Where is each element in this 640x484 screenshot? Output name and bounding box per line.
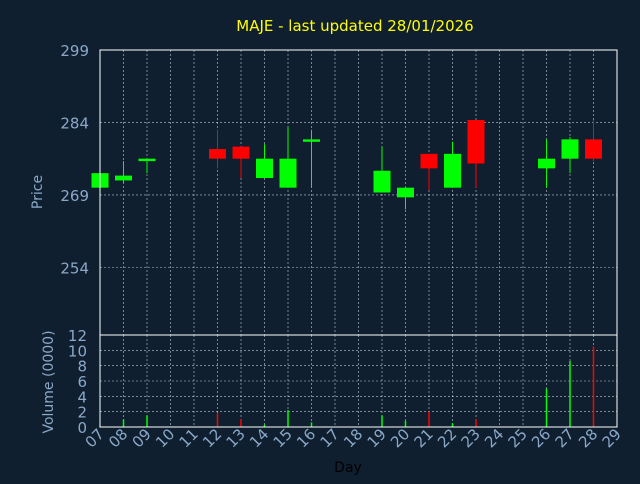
day-tick-label: 15 — [270, 425, 296, 451]
day-tick-label: 19 — [364, 425, 390, 451]
candle-body — [420, 153, 438, 169]
volume-tick-label: 4 — [77, 388, 87, 406]
volume-bar — [287, 410, 289, 427]
volume-bar — [122, 419, 125, 427]
candle-up — [256, 144, 273, 179]
candle-down — [420, 153, 438, 191]
day-tick-label: 25 — [505, 425, 531, 451]
candle-body — [538, 158, 555, 169]
volume-bar — [475, 419, 477, 427]
volume-bar — [451, 423, 454, 427]
day-tick-label: 24 — [481, 425, 507, 451]
candles — [91, 120, 602, 210]
candle-body — [115, 175, 132, 181]
volume-bar — [146, 415, 148, 427]
volume-bars — [99, 346, 595, 427]
volume-bar — [381, 415, 383, 427]
volume-bar — [216, 413, 219, 427]
candle-up — [444, 141, 461, 188]
day-tick-label: 27 — [552, 425, 578, 451]
price-tick-label: 254 — [60, 259, 89, 277]
candle-up — [115, 161, 132, 183]
day-tick-label: 28 — [575, 425, 601, 451]
volume-panel-frame — [99, 334, 618, 428]
volume-bar — [592, 346, 595, 427]
candle-body — [138, 158, 156, 162]
price-axis-label: Price — [30, 175, 46, 209]
day-tick-label: 26 — [528, 425, 554, 451]
day-tick-label: 08 — [105, 425, 131, 451]
volume-axis-label: Volume (0000) — [41, 330, 57, 433]
volume-bar — [240, 419, 242, 427]
candle-up — [138, 158, 156, 174]
price-tick-label: 284 — [60, 114, 89, 132]
day-tick-label: 10 — [152, 425, 178, 451]
candle-body — [444, 153, 461, 188]
candle-up — [538, 139, 555, 188]
candle-body — [209, 149, 226, 159]
candle-down — [467, 120, 485, 188]
candle-up — [303, 129, 320, 188]
candle-body — [373, 170, 391, 193]
candle-up — [561, 136, 579, 174]
day-tick-label: 18 — [340, 425, 366, 451]
volume-bar — [569, 361, 571, 427]
candle-up — [373, 146, 391, 193]
price-panel-frame — [99, 49, 618, 336]
day-tick-label: 29 — [599, 425, 625, 451]
volume-tick-label: 6 — [77, 373, 87, 391]
candle-body — [397, 187, 414, 198]
price-tick-label: 269 — [60, 187, 89, 205]
price-y-ticks: 254 269 284 299 — [60, 42, 89, 277]
candle-body — [232, 146, 250, 159]
price-grid — [99, 49, 618, 335]
volume-bar — [310, 422, 313, 427]
candle-down — [585, 120, 602, 162]
volume-tick-label: 10 — [68, 342, 87, 360]
volume-bar — [545, 388, 548, 427]
day-tick-label: 17 — [317, 425, 343, 451]
day-tick-label: 13 — [223, 425, 249, 451]
candle-down — [232, 146, 250, 179]
volume-tick-label: 8 — [77, 358, 87, 376]
day-tick-label: 11 — [176, 425, 202, 451]
day-x-ticks: 0708091011121314151617181920212223242526… — [82, 425, 625, 451]
candle-body — [279, 158, 297, 188]
day-tick-label: 12 — [199, 425, 225, 451]
day-tick-label: 09 — [129, 425, 155, 451]
day-axis-label: Day — [334, 460, 362, 476]
candle-down — [209, 129, 226, 169]
day-tick-label: 16 — [293, 425, 319, 451]
candle-up — [279, 127, 297, 188]
chart-title: MAJE - last updated 28/01/2026 — [236, 17, 473, 35]
price-tick-label: 299 — [60, 42, 89, 60]
volume-tick-label: 0 — [77, 419, 87, 437]
candle-body — [256, 158, 273, 179]
candle-up — [397, 187, 414, 210]
candle-body — [467, 120, 485, 164]
candle-body — [561, 139, 579, 159]
volume-grid — [99, 335, 618, 427]
volume-bar — [428, 411, 430, 427]
volume-tick-label: 2 — [77, 404, 87, 422]
day-tick-label: 22 — [434, 425, 460, 451]
candle-body — [585, 139, 602, 159]
day-tick-label: 20 — [387, 425, 413, 451]
day-tick-label: 14 — [246, 425, 272, 451]
day-tick-label: 23 — [458, 425, 484, 451]
day-tick-label: 21 — [411, 425, 437, 451]
volume-bar — [263, 424, 266, 427]
candle-body — [303, 139, 320, 142]
volume-bar — [404, 420, 407, 427]
volume-tick-label: 12 — [68, 327, 87, 345]
